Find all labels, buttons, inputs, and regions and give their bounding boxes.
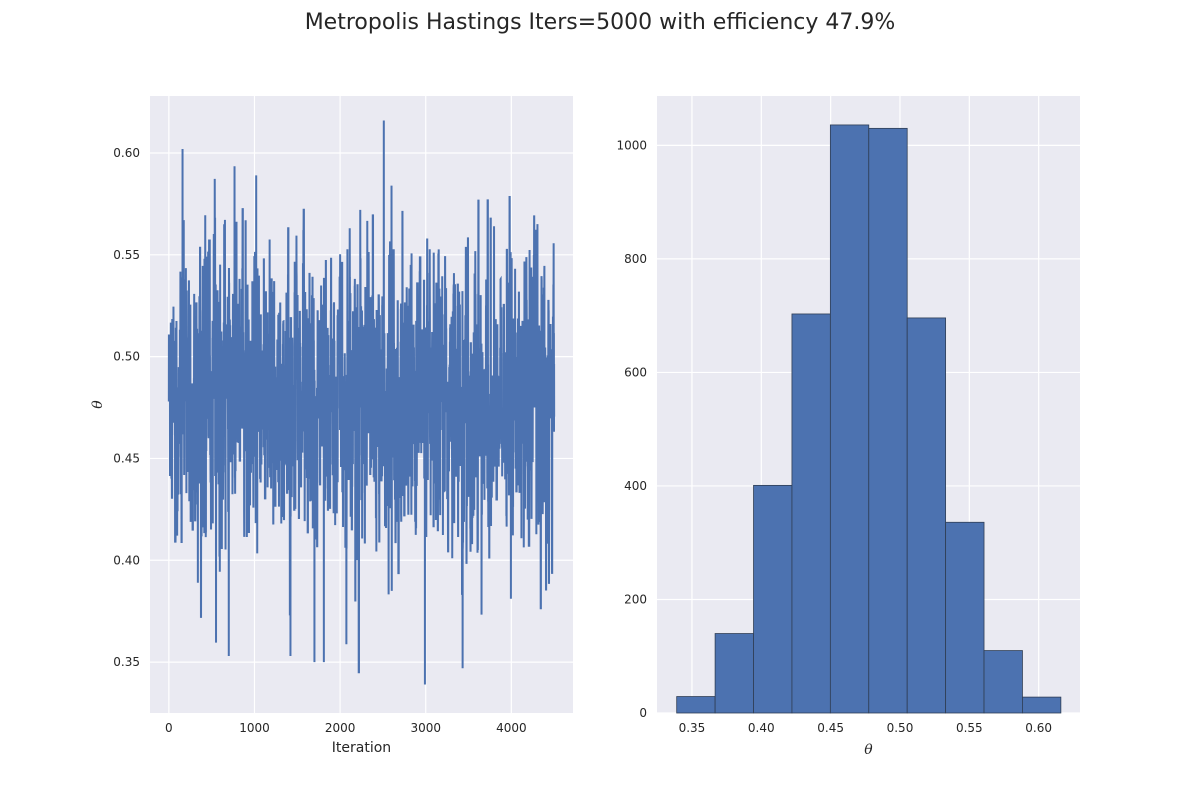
histogram-bars [676,124,1062,714]
histogram-bar [868,127,908,714]
histogram-y-tick-label: 1000 [616,138,647,152]
trace-x-tick-label: 1000 [239,721,270,735]
figure-title: Metropolis Hastings Iters=5000 with effi… [304,10,896,35]
trace-y-tick-label: 0.40 [113,553,140,567]
trace-y-tick-label: 0.60 [113,146,140,160]
histogram-x-tick-label: 0.40 [748,721,775,735]
histogram-x-tick-labels: 0.35 0.40 0.45 0.50 0.55 0.60 [679,721,1052,735]
trace-y-tick-label: 0.35 [113,655,140,669]
histogram-x-tick-label: 0.60 [1025,721,1052,735]
histogram-bar [714,633,754,714]
histogram-y-tick-label: 800 [624,252,647,266]
histogram-plot: 0.35 0.40 0.45 0.50 0.55 0.60 0 200 400 600 800 10… [616,96,1080,758]
histogram-bar [829,124,870,714]
histogram-y-tick-label: 600 [624,365,647,379]
trace-x-tick-label: 2000 [325,721,356,735]
trace-plot: 0 1000 2000 3000 4000 0.350.400.450.500.550.… [90,96,573,756]
histogram-x-tick-label: 0.50 [887,721,914,735]
trace-x-tick-labels: 0 1000 2000 3000 4000 [165,721,527,735]
histogram-bar [906,317,947,714]
trace-y-tick-label: 0.50 [113,350,140,364]
trace-x-tick-label: 0 [165,721,173,735]
histogram-bar [676,696,716,714]
histogram-bar [945,521,985,714]
trace-y-tick-labels: 0.35 0.40 0.45 0.50 0.55 0.60 [113,146,140,669]
trace-y-tick-label: 0.45 [113,451,140,465]
histogram-y-tick-label: 400 [624,479,647,493]
trace-x-tick-label: 4000 [496,721,527,735]
histogram-bar [753,484,793,714]
histogram-x-tick-label: 0.35 [679,721,706,735]
trace-x-tick-label: 3000 [410,721,441,735]
trace-y-axis-label: θ [90,400,106,409]
trace-series-line [167,120,556,685]
trace-x-axis-label: Iteration [332,740,391,756]
histogram-y-tick-label: 0 [639,706,647,720]
histogram-bar [983,650,1023,714]
trace-y-tick-label: 0.55 [113,248,140,262]
histogram-x-axis-label: θ [864,742,873,758]
histogram-y-tick-label: 200 [624,592,647,606]
histogram-bar [1022,696,1062,714]
histogram-x-tick-label: 0.55 [956,721,983,735]
histogram-bar [791,313,831,714]
histogram-y-tick-labels: 0 200 400 600 800 1000 [616,138,647,720]
histogram-x-tick-label: 0.45 [817,721,844,735]
